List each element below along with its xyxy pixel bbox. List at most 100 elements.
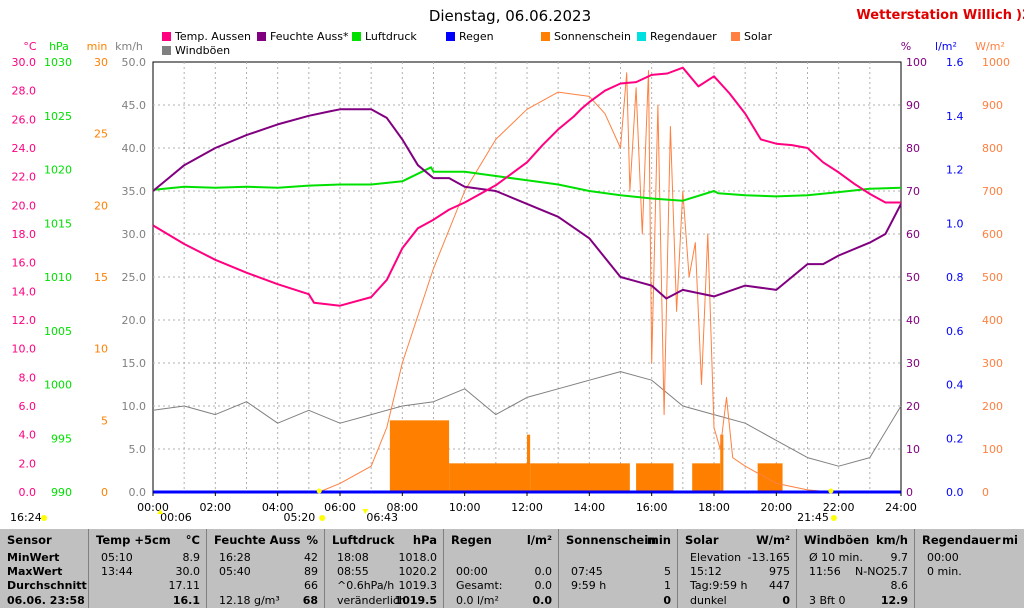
table-header: Sensor — [7, 533, 52, 547]
axis-unit-sun_min: min — [87, 40, 108, 53]
table-header-unit: W/m² — [756, 533, 790, 547]
tick-label-sun_min: 25 — [94, 128, 108, 141]
tick-label-wind: 0.0 — [129, 486, 147, 499]
tick-label-humidity: 90 — [906, 99, 920, 112]
tick-label-temp: 12.0 — [12, 314, 37, 327]
series-line-windb-en — [152, 371, 902, 467]
table-cell-label: MinWert — [7, 551, 60, 564]
tick-label-temp: 26.0 — [12, 113, 37, 126]
table-cell-label: 05:40 — [219, 565, 251, 578]
tick-label-temp: 22.0 — [12, 171, 37, 184]
table-column-rain: Regen l/m² 00:00 0.0 Gesamt: 0.0 0.0 l/m² 0.0 — [443, 529, 558, 608]
table-header-unit: l/m² — [526, 533, 552, 547]
series-line-solar — [318, 70, 831, 493]
tick-label-rain: 1.4 — [946, 110, 964, 123]
table-cell-label: veränderlich — [337, 594, 406, 607]
table-cell-value: 66 — [304, 579, 318, 592]
x-tick-label: 12:00 — [511, 501, 543, 514]
tick-label-temp: 20.0 — [12, 199, 37, 212]
sunshine-bar — [720, 434, 724, 492]
table-header: Temp +5cm — [96, 533, 171, 547]
legend-label: Windböen — [175, 44, 230, 57]
legend-label: Solar — [744, 30, 773, 43]
table-cell-label: Ø 10 min. — [809, 551, 863, 564]
axis-unit-pressure: hPa — [49, 40, 69, 53]
tick-label-wind: 25.0 — [122, 271, 147, 284]
table-cell-label: 15:12 — [690, 565, 722, 578]
table-cell-label: 05:10 — [101, 551, 133, 564]
marker2-label: 06:43 — [366, 511, 398, 524]
table-cell-value: 1019.5 — [394, 594, 437, 607]
table-cell-value: 16.1 — [172, 594, 200, 607]
table-cell-value: 8.6 — [890, 579, 909, 592]
tick-label-wind: 35.0 — [122, 185, 147, 198]
sunshine-bar — [389, 420, 450, 492]
table-cell-value: 0.0 — [532, 594, 553, 607]
table-header: Solar — [685, 533, 719, 547]
legend-label: Temp. Aussen — [174, 30, 251, 43]
x-tick-label: 08:00 — [386, 501, 418, 514]
tick-label-solar: 600 — [982, 228, 1003, 241]
tick-label-pressure: 990 — [51, 486, 72, 499]
axis-unit-rain: l/m² — [935, 40, 957, 53]
tick-label-humidity: 100 — [906, 56, 927, 69]
tick-label-wind: 5.0 — [129, 443, 147, 456]
table-cell-value: 89 — [304, 565, 318, 578]
time-left-label: 16:24 — [10, 511, 42, 524]
tick-label-rain: 1.2 — [946, 164, 964, 177]
legend-swatch — [162, 32, 171, 41]
tick-label-sun_min: 0 — [101, 486, 108, 499]
tick-label-temp: 2.0 — [19, 457, 37, 470]
table-cell-value: 12.9 — [880, 594, 908, 607]
tick-label-humidity: 20 — [906, 400, 920, 413]
tick-label-rain: 0.4 — [946, 379, 964, 392]
tick-label-temp: 24.0 — [12, 142, 37, 155]
tick-label-wind: 30.0 — [122, 228, 147, 241]
tick-label-solar: 200 — [982, 400, 1003, 413]
sunrise-marker — [316, 488, 322, 494]
tick-label-solar: 0 — [982, 486, 989, 499]
table-cell-label: 18:08 — [337, 551, 369, 564]
marker1-arrow — [157, 509, 164, 514]
tick-label-temp: 14.0 — [12, 285, 37, 298]
table-cell-label: 07:45 — [571, 565, 603, 578]
table-cell-value: 447 — [769, 579, 790, 592]
table-cell-value: 1020.2 — [398, 565, 438, 578]
table-cell-value: 25.7 — [883, 565, 909, 578]
legend-swatch — [352, 32, 361, 41]
table-cell-label: 0 min. — [927, 565, 962, 578]
axis-unit-wind: km/h — [115, 40, 143, 53]
sunrise-label: 05:20 — [284, 511, 316, 524]
tick-label-rain: 0.6 — [946, 325, 964, 338]
tick-label-solar: 300 — [982, 357, 1003, 370]
legend-label: Regendauer — [650, 30, 717, 43]
table-cell-label: 00:00 — [456, 565, 488, 578]
table-column-rain_duration: Regendauer mi 00:00 0 min. — [914, 529, 1024, 608]
x-tick-label: 10:00 — [449, 501, 481, 514]
x-tick-label: 16:00 — [636, 501, 668, 514]
table-cell-value: 975 — [769, 565, 790, 578]
tick-label-rain: 0.0 — [946, 486, 964, 499]
legend-swatch — [541, 32, 550, 41]
table-cell-value: 68 — [302, 594, 318, 607]
tick-label-sun_min: 30 — [94, 56, 108, 69]
table-header-unit: min — [646, 533, 671, 547]
x-tick-label: 04:00 — [262, 501, 294, 514]
table-cell-value: -13.165 — [747, 551, 790, 564]
table-header-unit: hPa — [412, 533, 437, 547]
tick-label-sun_min: 15 — [94, 271, 108, 284]
table-cell-label: ^0.6hPa/h — [337, 579, 395, 592]
sunshine-bar — [449, 463, 527, 492]
tick-label-pressure: 1000 — [44, 379, 72, 392]
sun-events: 16:24 00:06 05:20 06:43 21:45 — [10, 488, 837, 524]
table-cell-value: 42 — [304, 551, 318, 564]
table-column-wind: Windböen km/h Ø 10 min. 9.7 11:56 N-NO 25.7 8.6… — [796, 529, 914, 608]
table-column-pressure: Luftdruck hPa 18:08 1018.0 08:55 1020.2 ^0.6hP… — [324, 529, 443, 608]
station-name-tail: )2 — [1016, 8, 1024, 23]
tick-label-pressure: 1030 — [44, 56, 72, 69]
table-cell-label: 3 Bft 0 — [809, 594, 846, 607]
tick-label-humidity: 0 — [906, 486, 913, 499]
tick-label-solar: 800 — [982, 142, 1003, 155]
axis-unit-labels: °C hPa min km/h% l/m² W/m² — [23, 40, 1004, 53]
chart-title: Dienstag, 06.06.2023 — [429, 7, 591, 25]
